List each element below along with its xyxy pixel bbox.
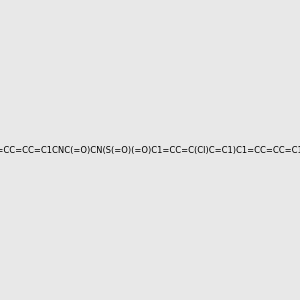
Text: ClC1=CC=CC=C1CNC(=O)CN(S(=O)(=O)C1=CC=C(Cl)C=C1)C1=CC=CC=C1OCC: ClC1=CC=CC=C1CNC(=O)CN(S(=O)(=O)C1=CC=C(… — [0, 146, 300, 154]
